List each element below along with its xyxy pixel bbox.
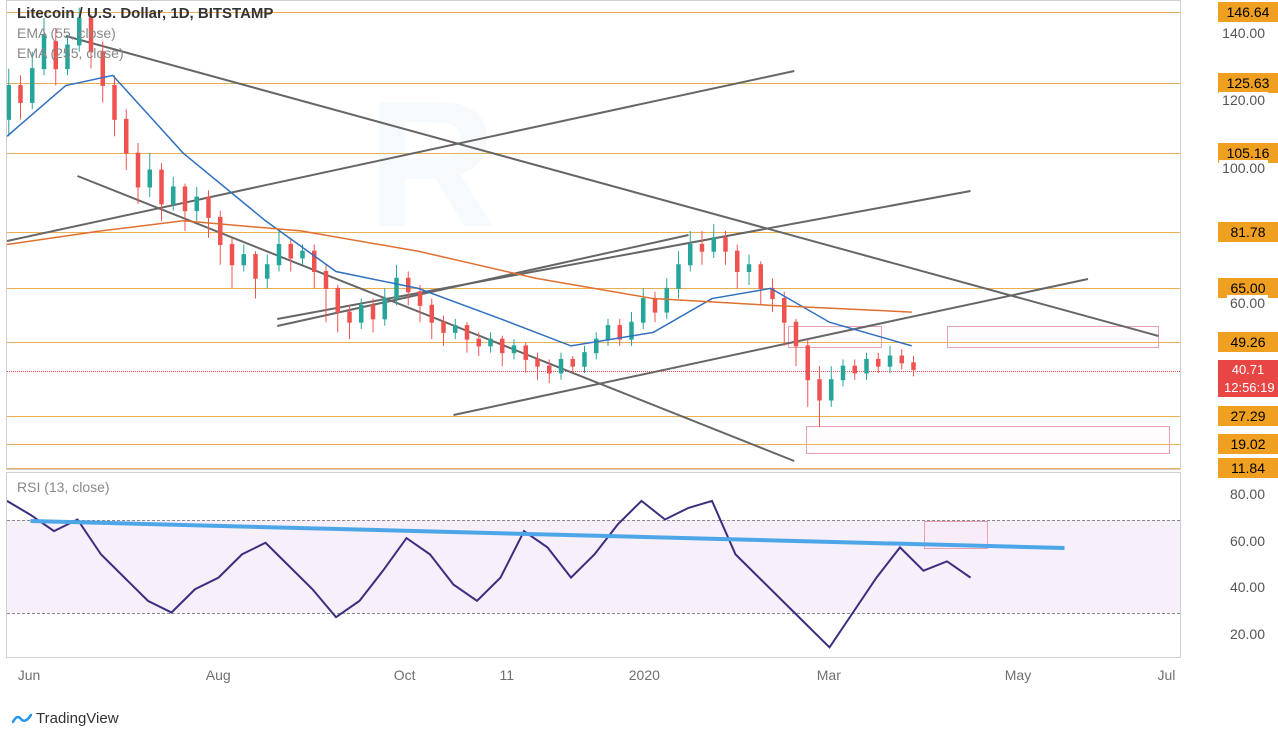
rsi-svg [7,473,1182,659]
x-tick-label: May [1005,667,1031,683]
x-tick-label: Mar [817,667,841,683]
y-axis: 146.64125.63105.1681.7865.0049.2627.2919… [1181,0,1278,658]
rsi-label[interactable]: RSI (13, close) [17,479,110,495]
countdown-label: 12:56:19 [1218,378,1278,397]
trend-line[interactable] [454,279,1089,415]
trend-line[interactable] [7,71,794,241]
level-label: 11.84 [1218,458,1278,478]
level-label: 81.78 [1218,222,1278,242]
ema255-label[interactable]: EMA (255, close) [17,45,124,61]
y-tick-label: 60.00 [1227,295,1268,311]
level-label: 146.64 [1218,2,1278,22]
x-tick-label: Aug [206,667,231,683]
level-label: 27.29 [1218,406,1278,426]
x-tick-label: Jul [1158,667,1176,683]
chart-title: Litecoin / U.S. Dollar, 1D, BITSTAMP [17,5,273,22]
x-tick-label: Oct [394,667,416,683]
chart-container: R Litecoin / U.S. Dollar, 1D, BITSTAMP E… [0,0,1278,739]
rsi-chart[interactable]: RSI (13, close) [6,472,1181,658]
branding-text: TradingView [36,710,119,727]
rsi-y-tick: 80.00 [1227,486,1268,502]
x-tick-label: 11 [500,667,515,683]
y-tick-label: 140.00 [1219,25,1268,41]
y-tick-label: 100.00 [1219,160,1268,176]
level-label: 19.02 [1218,434,1278,454]
tradingview-logo[interactable]: TradingView [12,710,119,727]
x-tick-label: Jun [18,667,41,683]
main-price-chart[interactable]: R Litecoin / U.S. Dollar, 1D, BITSTAMP E… [6,0,1181,470]
level-label: 49.26 [1218,332,1278,352]
y-tick-label: 120.00 [1219,92,1268,108]
chart-svg [7,1,1182,471]
rsi-y-tick: 20.00 [1227,626,1268,642]
level-label: 125.63 [1218,73,1278,93]
rsi-y-tick: 40.00 [1227,579,1268,595]
x-axis: Jun Aug Oct 11 2020 Mar May Jul [6,659,1181,689]
ema55-label[interactable]: EMA (55, close) [17,25,116,41]
current-price-label: 40.71 [1218,360,1278,379]
rsi-y-tick: 60.00 [1227,533,1268,549]
x-tick-label: 2020 [629,667,660,683]
rsi-trend-line[interactable] [31,521,1065,548]
